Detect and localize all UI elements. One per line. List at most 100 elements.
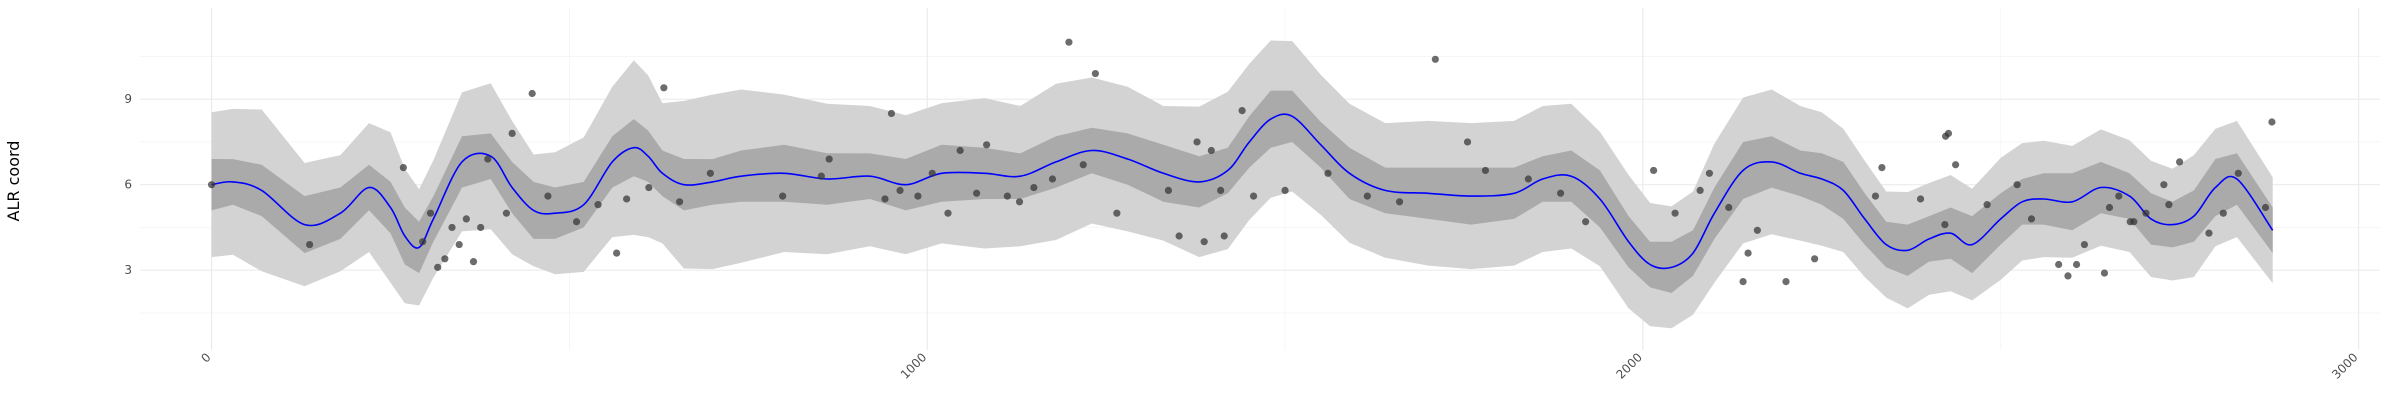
data-point-57 (1395, 198, 1404, 206)
data-point-92 (2130, 218, 2138, 226)
data-point-43 (1091, 69, 1099, 78)
y-tick-label-0: 3 (124, 263, 132, 277)
data-point-59 (1463, 138, 1472, 146)
data-point-89 (2105, 203, 2114, 212)
data-point-52 (1238, 107, 1246, 115)
data-point-26 (817, 172, 825, 180)
data-point-2 (399, 164, 407, 172)
data-point-19 (613, 249, 621, 257)
data-point-96 (2176, 158, 2184, 166)
data-point-1 (306, 240, 314, 249)
data-point-0 (207, 181, 216, 189)
y-tick-label-1: 6 (124, 178, 132, 192)
x-tick-label-0: 0 (198, 350, 213, 365)
fitted-line-layer (211, 113, 2274, 270)
data-point-24 (706, 169, 714, 177)
data-point-33 (944, 209, 952, 217)
data-point-94 (2160, 181, 2168, 189)
data-point-81 (1983, 201, 1991, 209)
data-point-83 (2027, 215, 2036, 223)
data-point-62 (1556, 189, 1565, 197)
data-point-10 (469, 258, 478, 266)
data-point-56 (1363, 192, 1371, 200)
data-point-79 (1944, 129, 1953, 137)
data-point-65 (1671, 209, 1679, 217)
x-tick-label-3: 3000 (2329, 350, 2360, 381)
confidence-bands (211, 40, 2273, 329)
data-point-71 (1753, 226, 1761, 234)
data-point-8 (455, 240, 463, 249)
data-point-60 (1481, 166, 1490, 175)
data-point-9 (462, 215, 470, 223)
data-point-50 (1217, 186, 1225, 194)
data-point-7 (448, 223, 456, 232)
data-point-29 (887, 109, 896, 118)
data-point-4 (426, 209, 435, 217)
data-point-42 (1079, 161, 1087, 169)
data-point-17 (572, 218, 581, 226)
data-point-80 (1952, 161, 1960, 169)
data-point-76 (1916, 195, 1925, 203)
data-point-70 (1744, 249, 1752, 257)
data-point-22 (660, 84, 668, 92)
data-point-82 (2013, 181, 2021, 189)
data-point-49 (1207, 146, 1215, 155)
data-point-47 (1193, 138, 1201, 146)
data-point-32 (928, 169, 936, 177)
data-point-35 (973, 189, 981, 197)
data-point-27 (825, 155, 833, 163)
data-point-74 (1871, 192, 1880, 200)
data-point-64 (1650, 166, 1658, 175)
y-axis-title: ALR coord (4, 141, 23, 222)
data-point-93 (2142, 209, 2150, 217)
data-point-61 (1524, 175, 1532, 183)
data-point-23 (676, 198, 684, 206)
data-point-30 (896, 186, 904, 194)
data-point-100 (2261, 203, 2270, 212)
data-point-77 (1941, 221, 1949, 229)
data-point-39 (1030, 183, 1038, 192)
x-tick-label-2: 2000 (1613, 350, 1644, 381)
data-point-73 (1811, 255, 1819, 263)
data-point-6 (441, 255, 449, 263)
data-point-16 (544, 192, 552, 200)
data-point-14 (508, 129, 516, 137)
data-point-86 (2072, 260, 2081, 269)
data-point-38 (1015, 198, 1024, 206)
outer-band (211, 40, 2273, 329)
data-point-68 (1725, 203, 1733, 212)
data-point-101 (2268, 118, 2276, 126)
data-point-21 (645, 183, 653, 192)
data-point-12 (484, 155, 492, 163)
fitted-line (211, 113, 2274, 270)
data-point-34 (956, 146, 964, 155)
data-point-18 (594, 201, 602, 209)
y-tick-label-2: 9 (124, 92, 132, 106)
data-point-67 (1705, 169, 1714, 177)
data-point-97 (2205, 229, 2213, 237)
data-point-5 (434, 263, 442, 271)
data-point-28 (881, 195, 889, 203)
data-point-20 (623, 195, 631, 203)
data-point-84 (2055, 260, 2063, 269)
observation-points (207, 38, 2276, 286)
data-point-75 (1878, 164, 1886, 172)
data-point-25 (779, 192, 787, 200)
data-point-63 (1582, 218, 1590, 226)
data-point-99 (2234, 169, 2242, 177)
data-point-98 (2219, 209, 2227, 217)
x-tick-label-1: 1000 (898, 350, 929, 381)
data-point-95 (2165, 201, 2173, 209)
data-point-37 (1003, 192, 1011, 200)
data-point-15 (528, 89, 536, 98)
data-point-31 (914, 192, 922, 200)
data-point-11 (477, 223, 485, 232)
data-point-45 (1164, 186, 1172, 194)
data-point-51 (1220, 232, 1228, 240)
data-point-72 (1782, 278, 1790, 286)
data-point-55 (1324, 169, 1332, 177)
data-point-58 (1431, 55, 1439, 63)
data-point-88 (2100, 269, 2109, 277)
data-point-48 (1200, 238, 1208, 246)
